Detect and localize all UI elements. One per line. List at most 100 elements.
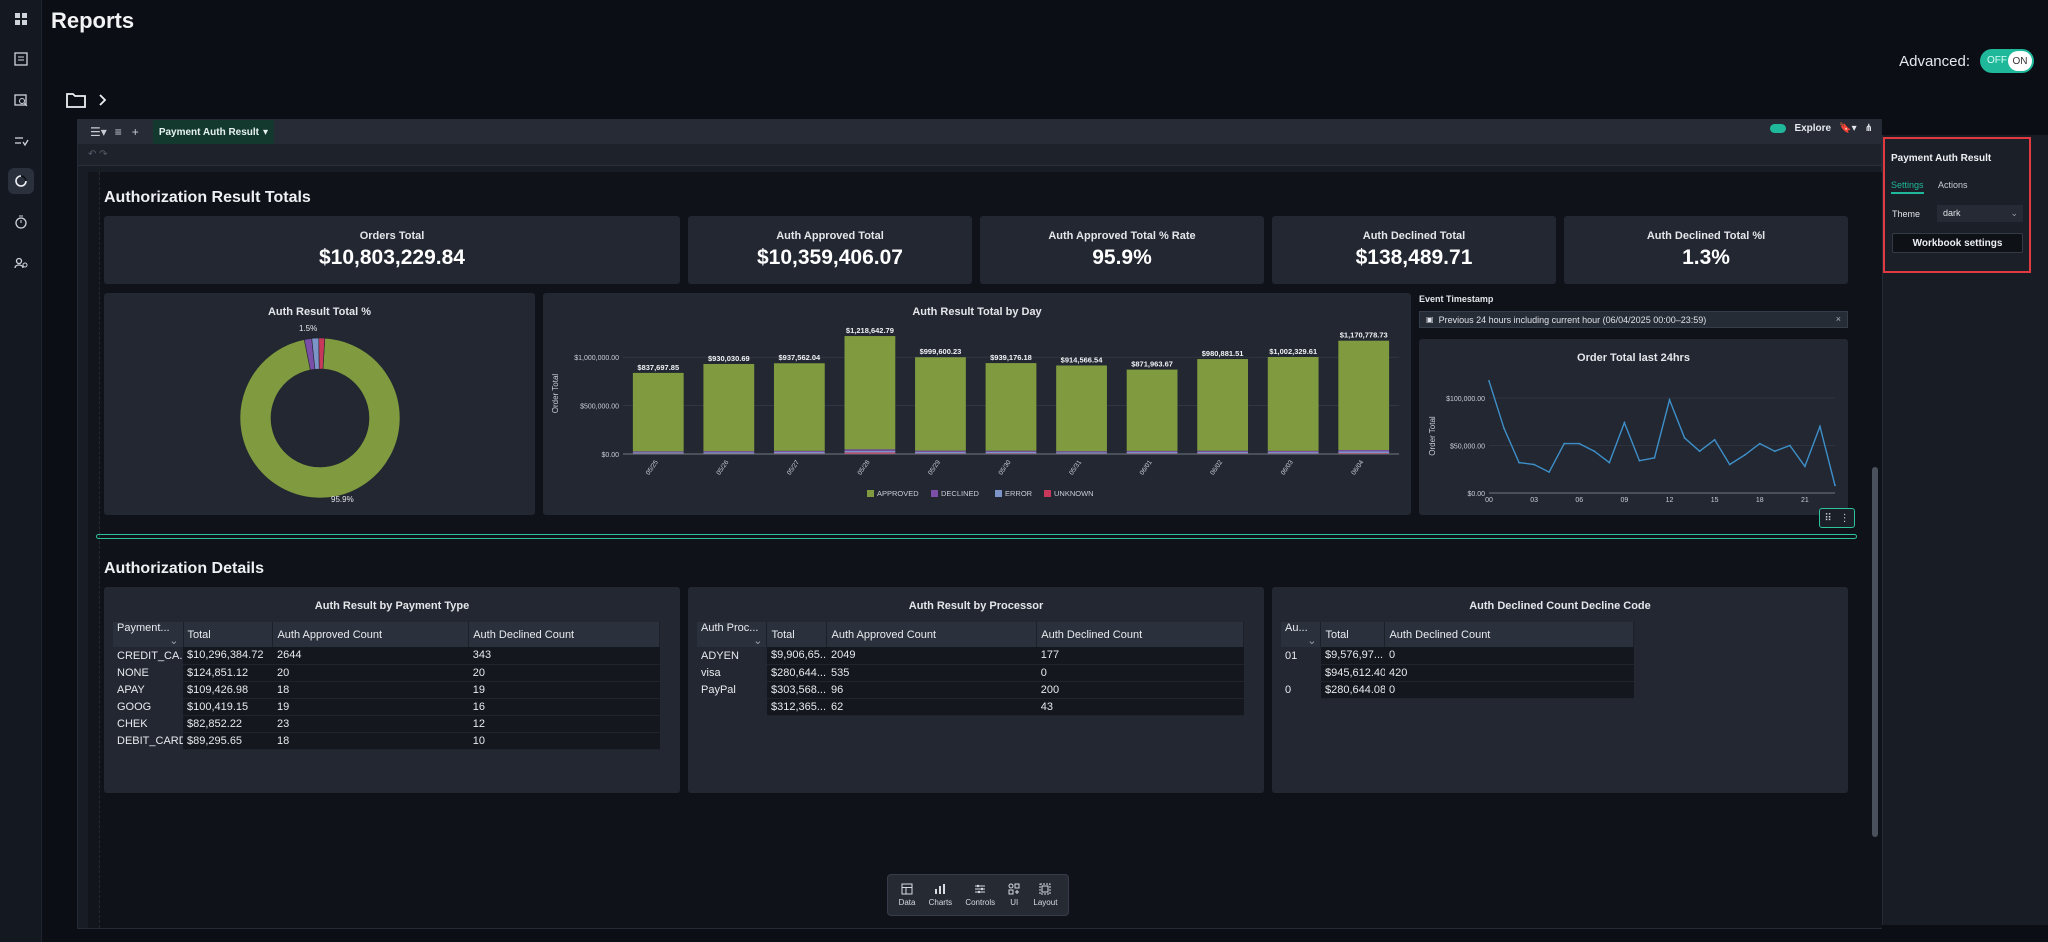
table-cell[interactable]: 18 (272, 732, 469, 750)
table-cell[interactable]: 0 (1384, 647, 1634, 665)
table-cell[interactable]: $82,852.22 (183, 715, 273, 733)
table-cell[interactable]: 96 (826, 681, 1037, 699)
table-cell[interactable]: $303,568.... (766, 681, 827, 699)
table-cell[interactable]: 420 (1384, 664, 1634, 682)
explore-toggle[interactable] (1770, 124, 1787, 133)
table-cell[interactable]: PayPal (697, 681, 767, 698)
chevron-down-icon[interactable]: ⌄ (169, 635, 179, 647)
table-row[interactable]: $312,365.... 62 43 (697, 698, 1244, 716)
chevron-down-icon[interactable]: ⌄ (753, 635, 763, 647)
kpi-orders-total[interactable]: Orders Total $10,803,229.84 (104, 216, 680, 284)
table-cell[interactable]: DEBIT_CARD (113, 732, 183, 749)
column-header[interactable]: Total (766, 622, 828, 647)
kpi-auth-approved-rate[interactable]: Auth Approved Total % Rate 95.9% (980, 216, 1264, 284)
table-cell[interactable]: $10,296,384.72 (183, 647, 273, 665)
column-header[interactable]: Total (1320, 622, 1386, 647)
column-header[interactable]: Au... ⌄ (1281, 622, 1322, 647)
table-row[interactable]: NONE $124,851.12 20 20 (113, 664, 660, 682)
folder-icon[interactable] (66, 91, 86, 109)
table-cell[interactable]: $9,576,97... (1320, 647, 1385, 665)
table-cell[interactable]: 20 (468, 664, 660, 682)
table-cell[interactable]: visa (697, 664, 767, 681)
section-divider[interactable] (96, 534, 1857, 539)
pie-chart-card[interactable]: Auth Result Total % 1.5% 95.9% (104, 293, 535, 515)
column-header[interactable]: Auth Declined Count (1036, 622, 1244, 647)
decline-code-table[interactable]: Au... ⌄ Total Auth Declined Count 01 $9,576,… (1281, 622, 1634, 699)
column-header[interactable]: Auth Declined Count (468, 622, 660, 647)
table-cell[interactable]: ADYEN (697, 647, 767, 664)
table-cell[interactable]: $312,365.... (766, 698, 827, 716)
theme-select[interactable]: dark ⌄ (1937, 205, 2023, 222)
table-cell[interactable]: 0 (1281, 681, 1321, 698)
table-cell[interactable]: $945,612.40 (1320, 664, 1385, 682)
bar-chart-card[interactable]: Auth Result Total by Day $0.00 $500,000.0… (543, 293, 1411, 515)
dashboard-icon[interactable] (8, 6, 34, 32)
table-cell[interactable]: 343 (468, 647, 660, 665)
tab-actions[interactable]: Actions (1938, 180, 1968, 190)
table-cell[interactable]: $9,906,65... (766, 647, 827, 665)
table-cell[interactable]: 177 (1036, 647, 1244, 665)
menu-icon[interactable]: ☰▾ (90, 125, 107, 139)
list-icon[interactable] (8, 46, 34, 72)
table-cell[interactable]: APAY (113, 681, 183, 698)
undo-redo-bar[interactable]: ↶ ↷ (78, 144, 1881, 166)
table-cell[interactable] (697, 698, 767, 715)
table-cell[interactable]: 10 (468, 732, 660, 750)
users-icon[interactable] (8, 250, 34, 276)
payment-type-table[interactable]: Payment... ⌄ Total Auth Approved Count Auth… (113, 622, 660, 750)
table-row[interactable]: $945,612.40 420 (1281, 664, 1634, 682)
table-row[interactable]: PayPal $303,568.... 96 200 (697, 681, 1244, 699)
tab-payment-auth-result[interactable]: Payment Auth Result ▾ (152, 120, 275, 144)
bookmark-icon[interactable]: 🔖▾ (1839, 123, 1857, 134)
table-cell[interactable]: 23 (272, 715, 469, 733)
table-cell[interactable] (1281, 664, 1321, 681)
table-row[interactable]: APAY $109,426.98 18 19 (113, 681, 660, 699)
table-cell[interactable]: $89,295.65 (183, 732, 273, 750)
table-cell[interactable]: 200 (1036, 681, 1244, 699)
table-cell[interactable]: $124,851.12 (183, 664, 273, 682)
table-cell[interactable]: CREDIT_CA... (113, 647, 183, 664)
kpi-auth-declined-percent[interactable]: Auth Declined Total %l 1.3% (1564, 216, 1848, 284)
table-cell[interactable]: NONE (113, 664, 183, 681)
column-header[interactable]: Auth Declined Count (1384, 622, 1634, 647)
search-doc-icon[interactable] (8, 87, 34, 113)
table-cell[interactable]: 19 (272, 698, 469, 716)
column-header[interactable]: Auth Approved Count (826, 622, 1038, 647)
dock-layout[interactable]: Layout (1033, 883, 1057, 907)
dock-charts[interactable]: Charts (929, 883, 952, 907)
table-cell[interactable]: 12 (468, 715, 660, 733)
share-icon[interactable]: ⋔ (1864, 123, 1873, 134)
table-cell[interactable]: 18 (272, 681, 469, 699)
table-cell[interactable]: 43 (1036, 698, 1244, 716)
table-cell[interactable]: $280,644.... (766, 664, 827, 682)
table-row[interactable]: ADYEN $9,906,65... 2049 177 (697, 647, 1244, 665)
explore-label[interactable]: Explore (1794, 123, 1832, 134)
chevron-right-icon[interactable] (98, 91, 108, 109)
table-cell[interactable]: 535 (826, 664, 1037, 682)
canvas-scrollbar[interactable] (1872, 467, 1878, 837)
table-row[interactable]: CREDIT_CA... $10,296,384.72 2644 343 (113, 647, 660, 665)
table-cell[interactable]: 2644 (272, 647, 469, 665)
advanced-toggle[interactable]: OFF ON (1980, 49, 2034, 73)
tab-settings[interactable]: Settings (1891, 180, 1924, 194)
table-cell[interactable]: $100,419.15 (183, 698, 273, 716)
timestamp-filter-input[interactable]: ▣ Previous 24 hours including current ho… (1419, 311, 1848, 328)
clear-icon[interactable]: × (1835, 314, 1841, 324)
dock-data[interactable]: Data (899, 883, 915, 907)
timer-icon[interactable] (8, 209, 34, 235)
workbook-settings-button[interactable]: Workbook settings (1892, 233, 2023, 253)
kpi-auth-declined-total[interactable]: Auth Declined Total $138,489.71 (1272, 216, 1556, 284)
table-row[interactable]: GOOG $100,419.15 19 16 (113, 698, 660, 716)
table-cell[interactable]: 0 (1036, 664, 1244, 682)
column-header[interactable]: Total (183, 622, 274, 647)
table-cell[interactable]: 01 (1281, 647, 1321, 664)
table-cell[interactable]: 20 (272, 664, 469, 682)
column-header[interactable]: Auth Approved Count (272, 622, 470, 647)
table-row[interactable]: 01 $9,576,97... 0 (1281, 647, 1634, 665)
table-cell[interactable]: $109,426.98 (183, 681, 273, 699)
add-page-icon[interactable]: + (131, 125, 139, 139)
table-row[interactable]: DEBIT_CARD $89,295.65 18 10 (113, 732, 660, 750)
chevron-down-icon[interactable]: ⌄ (1307, 635, 1317, 647)
table-cell[interactable]: GOOG (113, 698, 183, 715)
pages-icon[interactable]: ≡ (114, 125, 122, 139)
